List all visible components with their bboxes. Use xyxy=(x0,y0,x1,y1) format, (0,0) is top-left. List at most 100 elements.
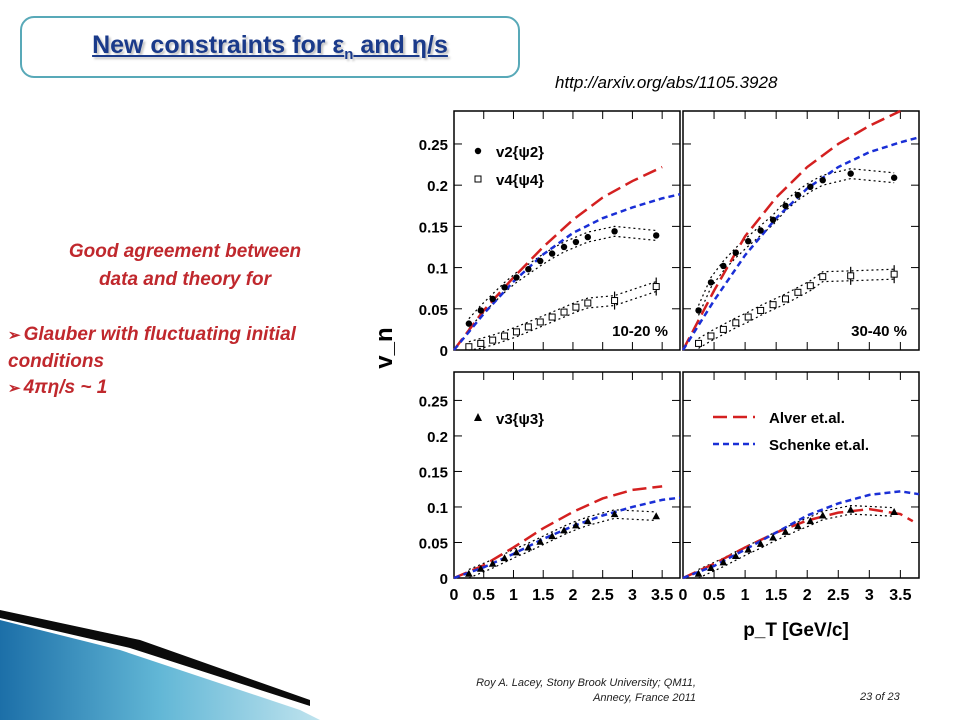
y-tick-label: 0 xyxy=(440,343,448,360)
data-point xyxy=(819,177,826,184)
data-point xyxy=(744,313,752,321)
y-tick-label: 0.2 xyxy=(427,429,448,446)
data-point xyxy=(806,282,814,290)
data-point xyxy=(537,257,544,265)
data-point xyxy=(611,297,619,305)
data-point xyxy=(584,299,592,307)
data-point xyxy=(560,243,568,251)
x-tick-label: 3.5 xyxy=(889,587,911,604)
data-point xyxy=(572,238,580,246)
systematic-band-upper xyxy=(698,268,895,339)
claim-line-1: Good agreement between xyxy=(68,241,302,262)
data-point xyxy=(707,564,715,572)
data-point xyxy=(890,270,898,278)
data-point xyxy=(781,295,789,303)
panel-frame xyxy=(453,371,681,579)
data-point xyxy=(847,170,854,177)
y-tick-label: 0.2 xyxy=(427,178,448,195)
data-point xyxy=(465,320,473,327)
data-point xyxy=(489,336,497,344)
legend-marker-v3 xyxy=(474,413,482,421)
data-point xyxy=(818,511,827,519)
data-point xyxy=(611,228,618,235)
data-point xyxy=(501,332,509,340)
y-tick-label: 0.05 xyxy=(419,535,448,552)
systematic-band-lower xyxy=(468,235,657,329)
page-number: 23 of 23 xyxy=(860,691,900,703)
data-point xyxy=(806,517,815,525)
alver-curve xyxy=(681,109,901,351)
systematic-band-upper xyxy=(697,168,895,306)
data-point xyxy=(732,249,739,256)
data-point xyxy=(560,308,568,316)
y-tick-label: 0.1 xyxy=(427,500,448,517)
x-tick-label: 2 xyxy=(568,587,577,604)
data-point xyxy=(536,318,544,326)
y-axis-title: v_n xyxy=(371,327,398,368)
x-tick-label: 0 xyxy=(679,587,688,604)
data-point xyxy=(465,343,473,351)
schenke-curve xyxy=(453,193,681,351)
decorative-swoosh xyxy=(0,610,320,720)
data-point xyxy=(548,532,556,540)
data-point xyxy=(477,307,484,314)
x-tick-label: 2.5 xyxy=(592,587,614,604)
systematic-band-upper xyxy=(468,225,657,320)
y-tick-label: 0.25 xyxy=(419,393,448,410)
slide-title-box: New constraints for εn and η/s xyxy=(20,16,520,78)
systematic-band-lower xyxy=(468,290,657,351)
data-point xyxy=(489,295,496,303)
x-tick-label: 1.5 xyxy=(532,587,554,604)
data-point xyxy=(476,564,485,572)
footer-credit: Roy A. Lacey, Stony Brook University; QM… xyxy=(380,676,696,706)
y-tick-label: 0.25 xyxy=(419,137,448,154)
reference-link[interactable]: http://arxiv.org/abs/1105.3928 xyxy=(555,73,778,92)
panel-3: 0 0.05 0.1 0.15 0.2 0.25 0 0.5 1 1.5 2 2.5 3 3.5 xyxy=(419,371,681,604)
data-point xyxy=(794,191,802,199)
legend-label-schenke: Schenke et.al. xyxy=(769,437,869,454)
data-point xyxy=(707,332,715,340)
title-main: New constraints for ε xyxy=(92,31,345,59)
systematic-band-lower xyxy=(698,278,895,349)
alver-curve xyxy=(682,507,914,580)
data-point xyxy=(572,303,580,311)
panel-1: 0 0.05 0.1 0.15 0.2 0.25 10-20 % xyxy=(419,110,681,360)
data-point xyxy=(652,283,660,291)
y-tick-label: 0.05 xyxy=(419,302,448,319)
legend-label-v2: v2{ψ2} xyxy=(496,144,544,161)
bullet-item-glauber: ➢ Glauber with fluctuating initial condit… xyxy=(8,322,358,375)
data-point xyxy=(584,517,592,525)
title-subscript: n xyxy=(344,46,354,63)
bullet-list: ➢ Glauber with fluctuating initial condit… xyxy=(8,322,358,402)
data-point xyxy=(756,539,765,547)
claim-text: Good agreement between data and theory f… xyxy=(10,238,360,294)
schenke-curve xyxy=(681,136,920,351)
x-tick-label: 0.5 xyxy=(473,587,495,604)
bullet-item-eta-s: ➢ 4πη/s ~ 1 xyxy=(8,375,358,402)
panel-2: 30-40 % xyxy=(681,109,920,351)
data-point xyxy=(819,273,827,281)
arrow-bullet-icon: ➢ xyxy=(8,380,21,397)
data-point xyxy=(652,512,661,520)
data-point xyxy=(794,522,802,530)
data-point xyxy=(847,272,855,280)
x-axis-title: p_T [GeV/c] xyxy=(743,620,849,641)
data-point xyxy=(732,319,740,327)
vn-figure: 0 0.05 0.1 0.15 0.2 0.25 10-20 % 30-40 % 0 0.05 0.… xyxy=(366,98,932,650)
centrality-label: 30-40 % xyxy=(851,323,907,340)
systematic-band-upper xyxy=(468,281,657,343)
data-point xyxy=(744,545,753,553)
data-point xyxy=(572,521,580,529)
data-point xyxy=(720,262,727,270)
y-tick-label: 0 xyxy=(440,571,448,588)
x-tick-label: 3 xyxy=(865,587,874,604)
data-point xyxy=(807,183,814,191)
data-point xyxy=(890,174,898,181)
data-point xyxy=(500,554,509,562)
legend-marker-v4 xyxy=(474,175,482,183)
panel-frame xyxy=(682,110,920,351)
x-tick-label: 2.5 xyxy=(827,587,849,604)
bullet-text: 4πη/s ~ 1 xyxy=(23,377,108,398)
data-point xyxy=(781,527,790,535)
data-point xyxy=(548,313,556,321)
